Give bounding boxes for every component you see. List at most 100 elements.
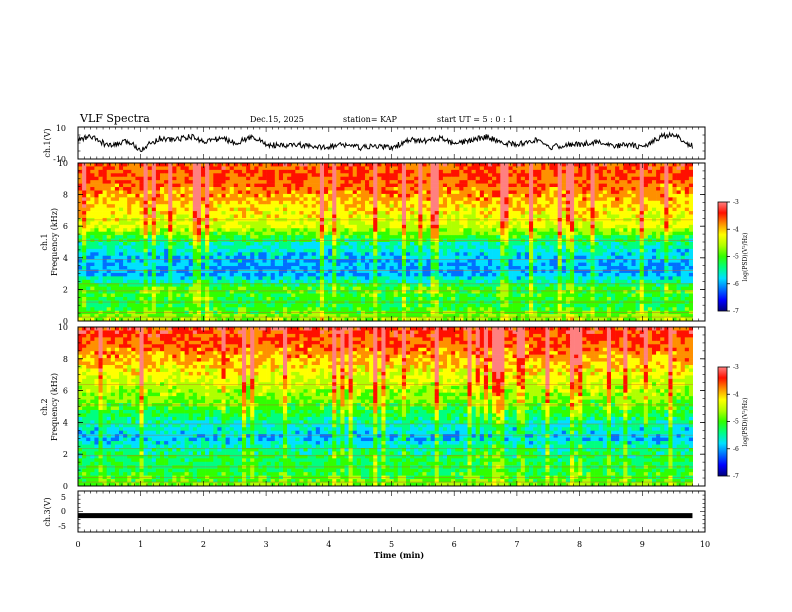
spectrogram-cell [582, 183, 587, 188]
spectrogram-cell [488, 163, 493, 167]
spectrogram-cell [639, 204, 645, 208]
spectrogram-cell [291, 211, 296, 215]
spectrogram-cell [278, 221, 284, 226]
spectrogram-cell [578, 183, 583, 188]
spectrogram-cell [529, 190, 534, 195]
spectrogram-cell [201, 204, 206, 208]
spectrogram-cell [410, 231, 415, 236]
spectrogram-cell [221, 231, 226, 236]
spectrogram-cell [496, 252, 501, 257]
spectrogram-cell [254, 183, 259, 188]
spectrogram-cell [500, 183, 505, 188]
spectrogram-cell [188, 183, 194, 188]
spectrogram-cell [172, 259, 177, 263]
spectrogram-cell [635, 207, 640, 212]
spectrogram-cell [295, 197, 300, 202]
spectrogram-cell [401, 176, 407, 181]
spectrogram-cell [278, 190, 284, 195]
spectrogram-cell [151, 224, 157, 229]
spectrogram-cell [311, 163, 317, 167]
spectrogram-cell [430, 269, 435, 274]
spectrogram-cell [123, 262, 128, 267]
spectrogram-cell [590, 169, 595, 174]
spectrogram-cell [557, 266, 563, 270]
spectrogram-cell [188, 221, 194, 226]
spectrogram-cell [192, 242, 198, 246]
spectrogram-cell [237, 173, 243, 178]
spectrogram-cell [229, 197, 235, 202]
spectrogram-cell [615, 200, 620, 205]
spectrogram-cell [668, 224, 673, 229]
station-label: station= KAP [343, 115, 398, 124]
spectrogram-cell [631, 248, 636, 253]
spectrogram-cell [619, 180, 624, 184]
spectrogram-cell [676, 248, 681, 253]
spectrogram-cell [467, 190, 472, 195]
spectrogram-cell [647, 255, 653, 260]
spectrogram-cell [213, 166, 218, 171]
spectrogram-cell [307, 235, 312, 239]
spectrogram-cell [602, 176, 608, 181]
spectrogram-cell [631, 183, 636, 188]
spectrogram-cell [180, 266, 185, 270]
spectrogram-cell [447, 183, 452, 188]
spectrogram-cell [483, 197, 489, 202]
spectrogram-cell [475, 245, 481, 250]
spectrogram-cell [360, 173, 366, 178]
spectrogram-cell [307, 207, 312, 212]
spectrogram-cell [237, 262, 243, 267]
spectrogram-cell [389, 197, 394, 202]
spectrogram-cell [545, 211, 550, 215]
spectrogram-cell [516, 214, 522, 219]
spectrogram-cell [606, 245, 612, 250]
spectrogram-cell [442, 245, 448, 250]
spectrogram-cell [385, 245, 390, 250]
spectrogram-cell [242, 197, 247, 202]
spectrogram-cell [500, 259, 505, 263]
spectrogram-cell [508, 200, 513, 205]
spectrogram-cell [123, 211, 128, 215]
spectrogram-cell [676, 211, 681, 215]
spectrogram-cell [143, 169, 148, 174]
spectrogram-cell [475, 193, 481, 198]
spectrogram-cell [315, 200, 321, 205]
spectrogram-cell [635, 266, 640, 270]
spectrogram-cell [426, 190, 431, 195]
spectrogram-cell [168, 245, 173, 250]
spectrogram-cell [348, 180, 353, 184]
spectrogram-cell [328, 207, 333, 212]
spectrogram-cell [451, 197, 456, 202]
spectrogram-cell [557, 173, 563, 178]
spectrogram-cell [299, 269, 304, 274]
spectrogram-cell [114, 245, 120, 250]
spectrogram-cell [545, 197, 550, 202]
spectrogram-cell [270, 173, 276, 178]
spectrogram-cell [516, 259, 522, 263]
spectrogram-cell [414, 180, 419, 184]
spectrogram-cell [475, 207, 481, 212]
spectrogram-cell [516, 207, 522, 212]
spectrogram-cell [496, 255, 501, 260]
spectrogram-cell [229, 231, 235, 236]
spectrogram-cell [483, 248, 489, 253]
spectrogram-cell [217, 193, 222, 198]
spectrogram-cell [541, 262, 546, 267]
spectrogram-cell [627, 259, 632, 263]
spectrogram-cell [237, 204, 243, 208]
spectrogram-cell [512, 221, 517, 226]
spectrogram-cell [430, 221, 435, 226]
spectrogram-cell [455, 269, 460, 274]
spectrogram-cell [570, 183, 575, 188]
spectrogram-cell [143, 245, 148, 250]
spectrogram-cell [328, 231, 333, 236]
spectrogram-cell [631, 207, 636, 212]
spectrogram-cell [393, 166, 399, 171]
spectrogram-cell [459, 200, 464, 205]
spectrogram-cell [262, 200, 267, 205]
spectrogram-cell [483, 221, 489, 226]
spectrogram-cell [205, 169, 210, 174]
spectrogram-cell [114, 221, 120, 226]
spectrogram-cell [250, 204, 255, 208]
spectrogram-cell [492, 252, 497, 257]
spectrogram-cell [668, 259, 673, 263]
